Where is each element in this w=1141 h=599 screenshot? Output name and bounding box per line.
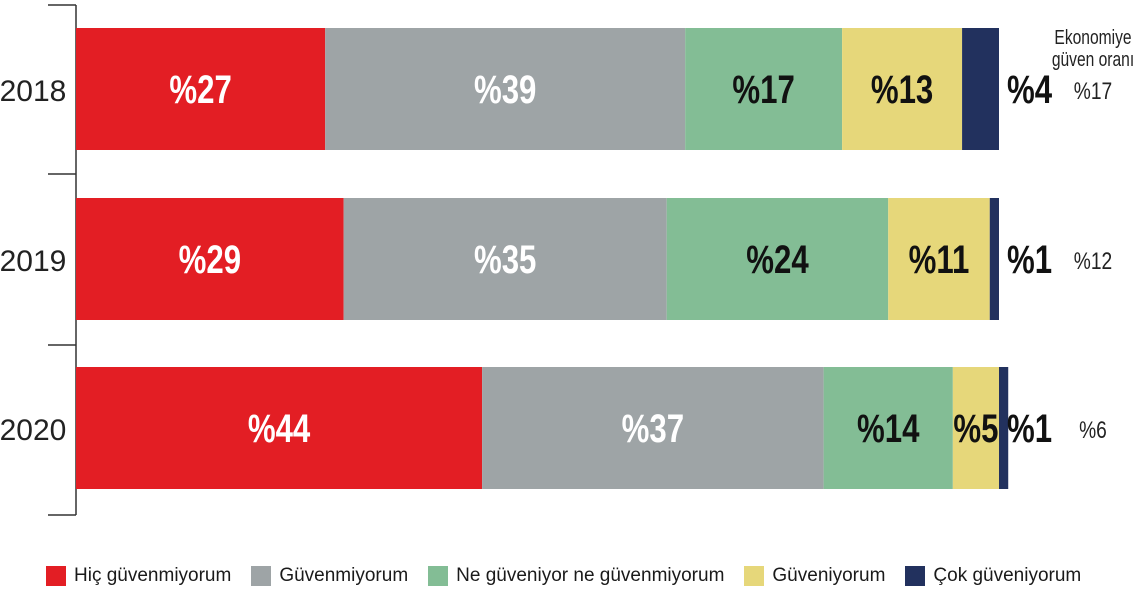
legend-item: Ne güveniyor ne güvenmiyorum xyxy=(428,565,724,587)
confidence-rate-value: %6 xyxy=(1079,416,1107,444)
legend-label: Güvenmiyorum xyxy=(279,565,409,586)
legend-swatch xyxy=(251,566,272,586)
legend-swatch xyxy=(905,566,926,586)
confidence-rate-title: Ekonomiye xyxy=(1054,26,1131,48)
bar-segment xyxy=(989,198,999,320)
legend-label: Ne güveniyor ne güvenmiyorum xyxy=(456,565,725,586)
confidence-rate-title: güven oranı xyxy=(1052,48,1134,70)
bar-value-label: %1 xyxy=(1007,237,1052,282)
bar-segment xyxy=(842,28,963,150)
bar-value-label: %37 xyxy=(622,406,684,451)
bar-segment xyxy=(325,28,686,150)
year-label: 2018 xyxy=(0,75,66,108)
legend-item: Güveniyorum xyxy=(744,565,885,587)
legend-item: Çok güveniyorum xyxy=(905,565,1081,587)
bar-value-label: %44 xyxy=(248,406,310,451)
bar-segment xyxy=(76,198,344,320)
bar-segment xyxy=(76,367,483,489)
legend-item: Güvenmiyorum xyxy=(251,565,408,587)
bar-value-label: %11 xyxy=(909,237,970,282)
bar-value-label: %13 xyxy=(871,67,933,112)
legend: Hiç güvenmiyorum Güvenmiyorum Ne güveniyor… xyxy=(46,565,1101,587)
bar-value-label: %35 xyxy=(474,237,536,282)
legend-swatch xyxy=(744,566,765,586)
legend-label: Çok güveniyorum xyxy=(933,565,1082,586)
confidence-rate-value: %12 xyxy=(1074,247,1112,275)
bars: %27 %39 %17 %13 %4 %29 %35 %24 %11 %1 %44 %37 %14 %5%… xyxy=(76,28,1052,489)
bar-value-label: %29 xyxy=(179,237,241,282)
bar-segment xyxy=(962,28,999,150)
legend-swatch xyxy=(46,566,66,586)
legend-label: Güveniyorum xyxy=(772,565,886,586)
bar-value-label: %24 xyxy=(746,237,808,282)
bar-segment xyxy=(999,367,1009,489)
legend-label: Hiç güvenmiyorum xyxy=(74,565,232,586)
bar-segment xyxy=(76,28,326,150)
legend-swatch xyxy=(428,566,449,586)
bar-segment xyxy=(823,367,953,489)
bar-value-label: %5 xyxy=(953,406,998,451)
bar-value-label: %39 xyxy=(474,67,536,112)
bar-value-label: %17 xyxy=(732,67,794,112)
bar-value-label: %14 xyxy=(857,406,919,451)
confidence-rate-value: %17 xyxy=(1074,77,1112,105)
bar-value-label: %27 xyxy=(169,67,231,112)
bar-value-label: %4 xyxy=(1007,67,1052,112)
stacked-bar-chart: 2018 2019 2020 %27 %39 %17 %13 %4 %29 %35 %24 %11%… xyxy=(0,4,1134,516)
bar-segment xyxy=(685,28,843,150)
year-label: 2019 xyxy=(0,245,66,278)
bar-segment xyxy=(343,198,667,320)
bar-segment xyxy=(482,367,824,489)
year-label: 2020 xyxy=(0,414,66,447)
year-axis: 2018 2019 2020 xyxy=(0,4,77,516)
bar-segment xyxy=(888,198,990,320)
bar-segment xyxy=(952,367,999,489)
legend-item: Hiç güvenmiyorum xyxy=(46,565,231,587)
bar-value-label: %1 xyxy=(1007,406,1052,451)
bar-segment xyxy=(666,198,889,320)
